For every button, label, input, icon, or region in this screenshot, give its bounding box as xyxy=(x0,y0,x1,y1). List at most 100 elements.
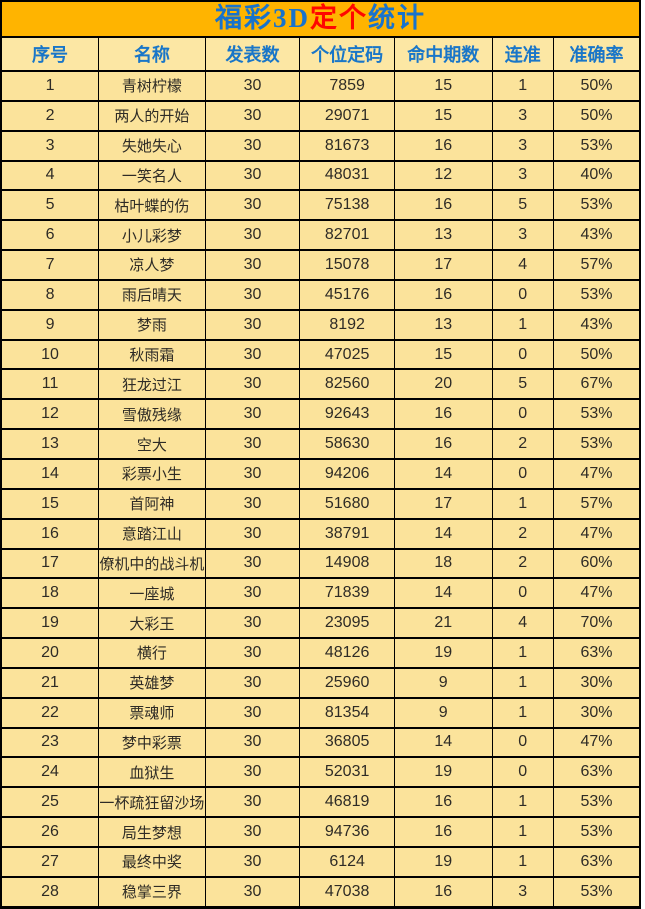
cell-digit-code: 8192 xyxy=(299,308,395,341)
cell-published: 30 xyxy=(204,278,301,311)
cell-accuracy: 47% xyxy=(552,517,641,550)
cell-hit-periods: 16 xyxy=(393,786,493,819)
table-row: 9 梦雨 30 8192 13 1 43% xyxy=(0,308,641,341)
cell-streak: 0 xyxy=(491,278,554,311)
cell-name: 一笑名人 xyxy=(98,159,206,192)
cell-digit-code: 82560 xyxy=(299,368,395,401)
cell-name: 雪傲残缘 xyxy=(98,398,206,431)
table-row: 10 秋雨霜 30 47025 15 0 50% xyxy=(0,338,641,371)
cell-streak: 1 xyxy=(491,666,554,699)
cell-hit-periods: 19 xyxy=(393,637,493,669)
cell-hit-periods: 16 xyxy=(393,816,493,848)
cell-name: 狂龙过江 xyxy=(98,368,206,401)
cell-accuracy: 50% xyxy=(552,99,641,132)
column-header-digit-code: 个位定码 xyxy=(299,36,395,72)
cell-hit-periods: 9 xyxy=(393,696,493,729)
cell-digit-code: 81354 xyxy=(299,696,395,729)
column-header-index: 序号 xyxy=(0,36,100,72)
cell-name: 凉人梦 xyxy=(98,249,206,281)
cell-published: 30 xyxy=(204,398,301,431)
cell-accuracy: 60% xyxy=(552,547,641,580)
cell-accuracy: 53% xyxy=(552,129,641,162)
cell-digit-code: 14908 xyxy=(299,547,395,580)
column-header-streak: 连准 xyxy=(491,36,554,72)
page-title: 福彩3D定个统计 xyxy=(0,0,641,36)
cell-accuracy: 40% xyxy=(552,159,641,192)
cell-streak: 1 xyxy=(491,487,554,520)
cell-digit-code: 38791 xyxy=(299,517,395,550)
table-header: 序号 名称 发表数 个位定码 命中期数 连准 准确率 xyxy=(0,36,641,72)
cell-name: 枯叶蝶的伤 xyxy=(98,189,206,222)
table-row: 8 雨后晴天 30 45176 16 0 53% xyxy=(0,278,641,311)
cell-name: 雨后晴天 xyxy=(98,278,206,311)
cell-digit-code: 51680 xyxy=(299,487,395,520)
cell-digit-code: 52031 xyxy=(299,756,395,789)
cell-name: 大彩王 xyxy=(98,607,206,640)
cell-name: 彩票小生 xyxy=(98,457,206,490)
cell-index: 6 xyxy=(0,219,100,252)
cell-name: 小儿彩梦 xyxy=(98,219,206,252)
cell-accuracy: 53% xyxy=(552,189,641,222)
cell-index: 21 xyxy=(0,666,100,699)
cell-accuracy: 57% xyxy=(552,487,641,520)
cell-accuracy: 43% xyxy=(552,219,641,252)
cell-accuracy: 63% xyxy=(552,845,641,878)
title-part-method: 定个 xyxy=(310,3,368,33)
table-row: 4 一笑名人 30 48031 12 3 40% xyxy=(0,159,641,192)
table-row: 11 狂龙过江 30 82560 20 5 67% xyxy=(0,368,641,401)
cell-digit-code: 48126 xyxy=(299,637,395,669)
cell-digit-code: 71839 xyxy=(299,577,395,610)
cell-published: 30 xyxy=(204,159,301,192)
cell-index: 8 xyxy=(0,278,100,311)
table-row: 17 僚机中的战斗机 30 14908 18 2 60% xyxy=(0,547,641,580)
table-row: 20 横行 30 48126 19 1 63% xyxy=(0,637,641,669)
cell-index: 9 xyxy=(0,308,100,341)
cell-accuracy: 53% xyxy=(552,278,641,311)
cell-published: 30 xyxy=(204,487,301,520)
table-row: 13 空大 30 58630 16 2 53% xyxy=(0,428,641,460)
cell-hit-periods: 15 xyxy=(393,338,493,371)
cell-digit-code: 15078 xyxy=(299,249,395,281)
cell-index: 15 xyxy=(0,487,100,520)
table-row: 28 稳掌三界 30 47038 16 3 53% xyxy=(0,875,641,909)
cell-hit-periods: 13 xyxy=(393,219,493,252)
table-row: 27 最终中奖 30 6124 19 1 63% xyxy=(0,845,641,878)
cell-index: 25 xyxy=(0,786,100,819)
cell-hit-periods: 16 xyxy=(393,189,493,222)
cell-name: 横行 xyxy=(98,637,206,669)
cell-streak: 5 xyxy=(491,189,554,222)
cell-hit-periods: 17 xyxy=(393,249,493,281)
cell-published: 30 xyxy=(204,875,301,909)
cell-name: 局生梦想 xyxy=(98,816,206,848)
table-row: 2 两人的开始 30 29071 15 3 50% xyxy=(0,99,641,132)
column-header-hit-periods: 命中期数 xyxy=(393,36,493,72)
cell-published: 30 xyxy=(204,189,301,222)
cell-accuracy: 53% xyxy=(552,398,641,431)
cell-streak: 3 xyxy=(491,99,554,132)
cell-name: 青树柠檬 xyxy=(98,70,206,102)
cell-streak: 1 xyxy=(491,637,554,669)
cell-streak: 3 xyxy=(491,875,554,909)
table-row: 23 梦中彩票 30 36805 14 0 47% xyxy=(0,726,641,759)
cell-published: 30 xyxy=(204,70,301,102)
table-row: 1 青树柠檬 30 7859 15 1 50% xyxy=(0,70,641,102)
cell-streak: 1 xyxy=(491,816,554,848)
header-row: 序号 名称 发表数 个位定码 命中期数 连准 准确率 xyxy=(0,36,641,72)
cell-name: 最终中奖 xyxy=(98,845,206,878)
cell-streak: 2 xyxy=(491,547,554,580)
cell-index: 2 xyxy=(0,99,100,132)
cell-index: 17 xyxy=(0,547,100,580)
cell-hit-periods: 16 xyxy=(393,875,493,909)
cell-index: 12 xyxy=(0,398,100,431)
cell-hit-periods: 21 xyxy=(393,607,493,640)
cell-index: 26 xyxy=(0,816,100,848)
cell-streak: 0 xyxy=(491,338,554,371)
cell-name: 票魂师 xyxy=(98,696,206,729)
cell-digit-code: 46819 xyxy=(299,786,395,819)
table-row: 7 凉人梦 30 15078 17 4 57% xyxy=(0,249,641,281)
cell-digit-code: 47038 xyxy=(299,875,395,909)
cell-index: 19 xyxy=(0,607,100,640)
table-row: 5 枯叶蝶的伤 30 75138 16 5 53% xyxy=(0,189,641,222)
